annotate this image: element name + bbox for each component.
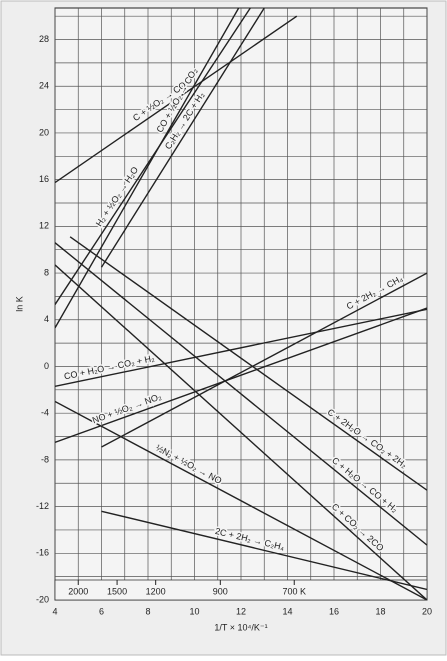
series-line [55, 308, 427, 388]
x-tick-label: 14 [282, 606, 292, 616]
series-line [55, 242, 427, 546]
x-tick-label: 16 [329, 606, 339, 616]
y-tick-label: 28 [39, 34, 49, 44]
x2-tick-label: 1500 [107, 586, 127, 596]
series-line [101, 272, 427, 448]
x2-tick-label: 2000 [68, 586, 88, 596]
x-tick-label: 20 [422, 606, 432, 616]
y-tick-label: 8 [44, 267, 49, 277]
x-tick-label: 6 [99, 606, 104, 616]
x-tick-label: 4 [52, 606, 57, 616]
x-axis-label: 1/T × 10⁴/K⁻¹ [214, 622, 267, 632]
y-tick-label: -8 [41, 454, 49, 464]
y-tick-label: 12 [39, 221, 49, 231]
x2-tick-label: 1200 [146, 586, 166, 596]
y-tick-label: 0 [44, 361, 49, 371]
y-tick-label: 20 [39, 127, 49, 137]
series-line [100, 8, 265, 268]
y-tick-label: -4 [41, 408, 49, 418]
series-line [69, 236, 427, 491]
y-tick-label: -20 [36, 594, 49, 604]
lines [55, 8, 427, 600]
x-tick-label: 10 [189, 606, 199, 616]
series-line [55, 264, 427, 600]
x-tick-label: 12 [236, 606, 246, 616]
x2-tick-label: 700 K [282, 586, 306, 596]
series-line [55, 8, 251, 305]
y-tick-label: -16 [36, 548, 49, 558]
y-tick-label: 24 [39, 81, 49, 91]
x2-tick-label: 900 [213, 586, 228, 596]
series-line [55, 307, 427, 444]
x-tick-label: 18 [375, 606, 385, 616]
series-line [55, 15, 298, 184]
y-axis-label: ln K [14, 296, 24, 312]
series-line [55, 400, 427, 600]
x-tick-label: 8 [145, 606, 150, 616]
y-tick-label: 16 [39, 174, 49, 184]
series-line [101, 510, 427, 591]
y-tick-label: 4 [44, 314, 49, 324]
y-tick-label: -12 [36, 501, 49, 511]
series-line [55, 8, 240, 329]
temp-strip [54, 579, 428, 601]
